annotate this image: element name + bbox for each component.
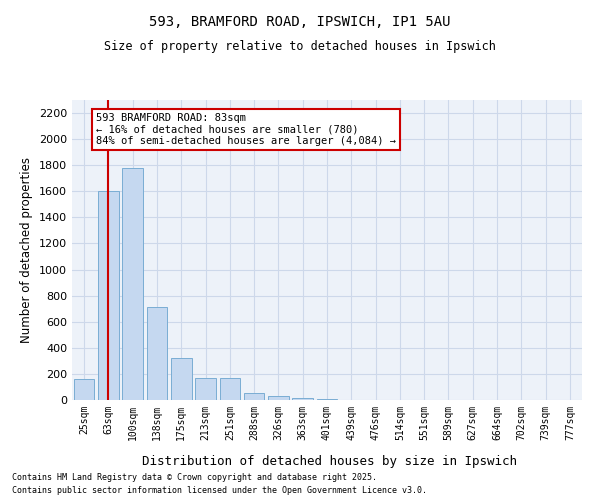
Text: 593 BRAMFORD ROAD: 83sqm
← 16% of detached houses are smaller (780)
84% of semi-: 593 BRAMFORD ROAD: 83sqm ← 16% of detach… [96, 113, 396, 146]
Bar [98, 192, 119, 400]
Bar [74, 379, 94, 400]
Y-axis label: Number of detached properties: Number of detached properties [20, 157, 34, 343]
Text: Distribution of detached houses by size in Ipswich: Distribution of detached houses by size … [143, 455, 517, 468]
Bar [317, 398, 337, 400]
Text: Contains HM Land Registry data © Crown copyright and database right 2025.: Contains HM Land Registry data © Crown c… [12, 474, 377, 482]
Bar [220, 378, 240, 400]
Bar [292, 398, 313, 400]
Text: 593, BRAMFORD ROAD, IPSWICH, IP1 5AU: 593, BRAMFORD ROAD, IPSWICH, IP1 5AU [149, 15, 451, 29]
Bar [146, 308, 167, 400]
Bar [268, 396, 289, 400]
Bar [195, 378, 216, 400]
Bar [171, 358, 191, 400]
Bar [244, 393, 265, 400]
Bar [122, 168, 143, 400]
Text: Size of property relative to detached houses in Ipswich: Size of property relative to detached ho… [104, 40, 496, 53]
Text: Contains public sector information licensed under the Open Government Licence v3: Contains public sector information licen… [12, 486, 427, 495]
